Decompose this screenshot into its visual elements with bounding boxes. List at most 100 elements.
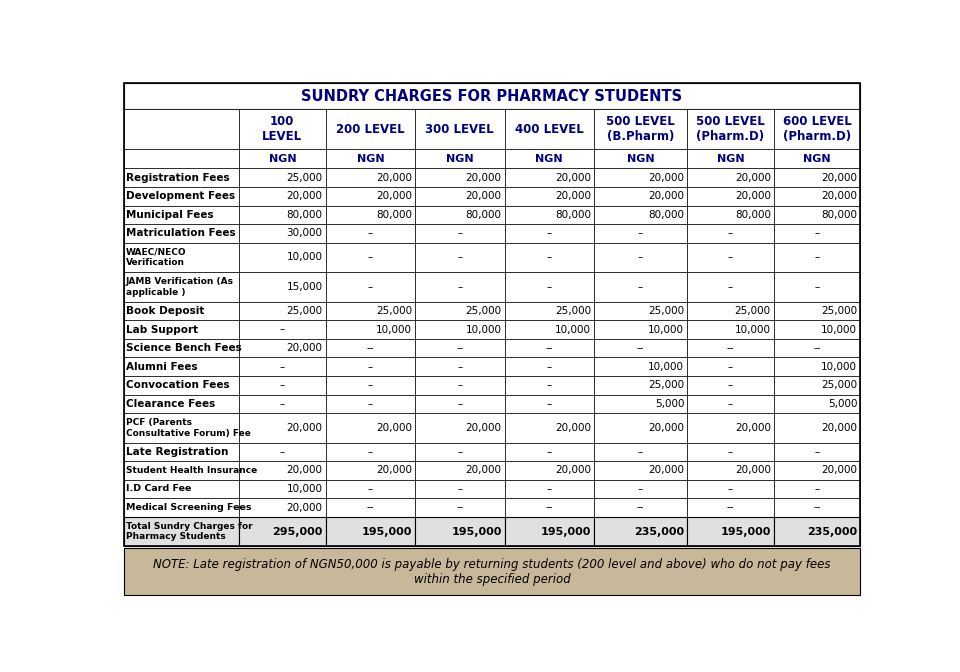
Bar xyxy=(594,243,687,272)
Text: Medical Screening Fees: Medical Screening Fees xyxy=(126,503,252,512)
Text: NGN: NGN xyxy=(269,154,296,163)
Bar xyxy=(505,376,594,394)
Bar xyxy=(505,169,594,187)
Text: 5,000: 5,000 xyxy=(828,398,857,409)
Text: 20,000: 20,000 xyxy=(466,466,501,475)
Text: –: – xyxy=(638,253,643,263)
Text: –: – xyxy=(728,228,733,239)
Bar xyxy=(594,206,687,224)
Bar xyxy=(774,206,860,224)
Bar xyxy=(239,376,325,394)
Text: 20,000: 20,000 xyxy=(287,466,323,475)
Bar xyxy=(415,443,505,461)
Text: 20,000: 20,000 xyxy=(555,423,591,433)
Text: 5,000: 5,000 xyxy=(655,398,684,409)
Text: 20,000: 20,000 xyxy=(822,192,857,202)
Bar xyxy=(594,358,687,376)
Bar xyxy=(415,169,505,187)
Bar xyxy=(124,394,239,413)
Text: --: -- xyxy=(367,503,374,513)
Bar xyxy=(325,443,415,461)
Text: 80,000: 80,000 xyxy=(734,210,771,220)
Text: 25,000: 25,000 xyxy=(734,306,771,316)
Bar xyxy=(687,376,774,394)
Text: –: – xyxy=(368,282,372,292)
Text: 195,000: 195,000 xyxy=(540,527,591,536)
Text: 25,000: 25,000 xyxy=(648,306,684,316)
Bar xyxy=(415,110,505,149)
Bar xyxy=(774,498,860,517)
Bar xyxy=(774,187,860,206)
Bar xyxy=(124,548,860,595)
Bar xyxy=(239,169,325,187)
Text: 10,000: 10,000 xyxy=(734,325,771,335)
Text: 300 LEVEL: 300 LEVEL xyxy=(425,122,494,136)
Text: 10,000: 10,000 xyxy=(466,325,501,335)
Bar xyxy=(415,461,505,480)
Text: –: – xyxy=(457,253,463,263)
Bar xyxy=(774,394,860,413)
Text: Total Sundry Charges for
Pharmacy Students: Total Sundry Charges for Pharmacy Studen… xyxy=(126,522,252,541)
Bar xyxy=(415,224,505,243)
Bar xyxy=(415,517,505,546)
Bar xyxy=(239,394,325,413)
Bar xyxy=(505,206,594,224)
Text: SUNDRY CHARGES FOR PHARMACY STUDENTS: SUNDRY CHARGES FOR PHARMACY STUDENTS xyxy=(301,89,683,104)
Text: –: – xyxy=(546,398,552,409)
Bar xyxy=(124,321,239,339)
Text: 25,000: 25,000 xyxy=(466,306,501,316)
Text: 20,000: 20,000 xyxy=(648,192,684,202)
Bar xyxy=(124,461,239,480)
Bar xyxy=(774,480,860,498)
Text: 80,000: 80,000 xyxy=(555,210,591,220)
Bar xyxy=(239,413,325,443)
Text: NOTE: Late registration of NGN50,000 is payable by returning students (200 level: NOTE: Late registration of NGN50,000 is … xyxy=(154,558,830,586)
Text: –: – xyxy=(814,282,820,292)
Text: 25,000: 25,000 xyxy=(821,380,857,390)
Text: 235,000: 235,000 xyxy=(635,527,684,536)
Text: –: – xyxy=(279,447,285,457)
Bar xyxy=(505,243,594,272)
Text: --: -- xyxy=(813,343,821,353)
Text: 400 LEVEL: 400 LEVEL xyxy=(515,122,584,136)
Text: –: – xyxy=(814,447,820,457)
Text: 25,000: 25,000 xyxy=(821,306,857,316)
Bar xyxy=(505,302,594,321)
Bar xyxy=(415,243,505,272)
Bar xyxy=(239,498,325,517)
Bar xyxy=(774,302,860,321)
Bar xyxy=(687,110,774,149)
Bar xyxy=(415,149,505,169)
Text: –: – xyxy=(728,380,733,390)
Text: 80,000: 80,000 xyxy=(287,210,323,220)
Bar xyxy=(594,339,687,358)
Bar xyxy=(594,443,687,461)
Bar xyxy=(239,224,325,243)
Bar xyxy=(505,498,594,517)
Text: --: -- xyxy=(636,343,644,353)
Bar xyxy=(124,302,239,321)
Bar xyxy=(774,169,860,187)
Bar xyxy=(239,149,325,169)
Bar xyxy=(687,169,774,187)
Text: 20,000: 20,000 xyxy=(734,173,771,183)
Text: 20,000: 20,000 xyxy=(287,192,323,202)
Text: –: – xyxy=(279,325,285,335)
Bar xyxy=(774,443,860,461)
Bar xyxy=(415,302,505,321)
Bar xyxy=(124,224,239,243)
Bar xyxy=(124,376,239,394)
Bar xyxy=(687,413,774,443)
Bar xyxy=(325,169,415,187)
Bar xyxy=(239,110,325,149)
Bar xyxy=(594,517,687,546)
Text: Clearance Fees: Clearance Fees xyxy=(126,398,215,409)
Bar xyxy=(594,413,687,443)
Bar xyxy=(415,358,505,376)
Text: –: – xyxy=(457,228,463,239)
Bar xyxy=(505,339,594,358)
Bar xyxy=(774,272,860,302)
Bar xyxy=(687,243,774,272)
Bar xyxy=(124,443,239,461)
Text: 20,000: 20,000 xyxy=(648,423,684,433)
